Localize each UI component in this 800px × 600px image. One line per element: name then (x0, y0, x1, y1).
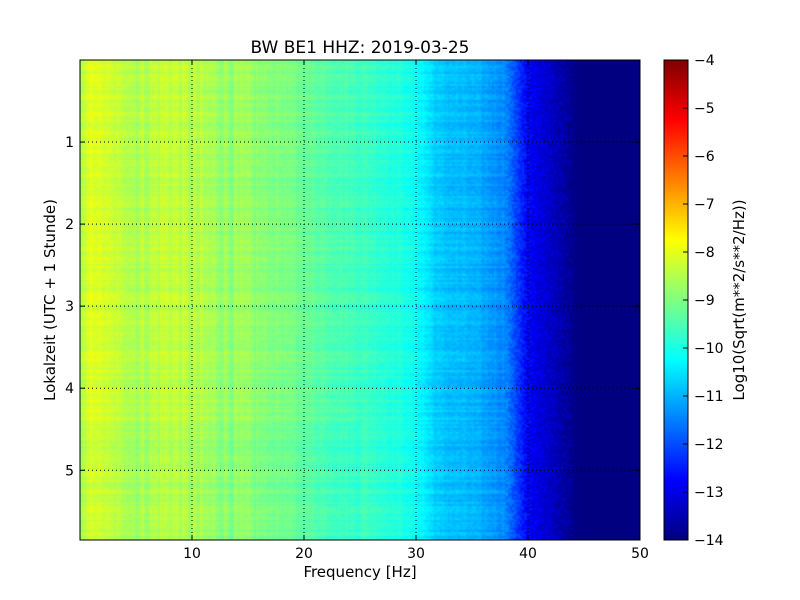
heatmap-raster (80, 60, 640, 540)
colorbar-tick-label: −14 (694, 533, 724, 549)
chart-title: BW BE1 HHZ: 2019-03-25 (250, 38, 469, 58)
x-tick-label: 20 (295, 546, 313, 562)
spectrogram-heatmap (80, 60, 640, 540)
colorbar-tick-label: −13 (694, 485, 724, 501)
plot-frame (79, 59, 641, 541)
colorbar-tick-label: −10 (694, 341, 724, 357)
colorbar-label: Log10(Sqrt(m**2/s**2/Hz)) (730, 199, 748, 400)
colorbar-tick-label: −9 (694, 293, 715, 309)
colorbar: −4 −5 −6 −7 −8 −9 −10 −11 −12 −13 −14 Log10(Sqrt(m… (663, 53, 748, 549)
x-tick-label: 40 (519, 546, 537, 562)
colorbar-tick-label: −7 (694, 197, 715, 213)
colorbar-tick-label: −8 (694, 245, 715, 261)
y-tick-label: 4 (65, 381, 74, 397)
colorbar-ticks: −4 −5 −6 −7 −8 −9 −10 −11 −12 −13 −14 (683, 53, 724, 549)
grid-lines (80, 60, 640, 540)
colorbar-tick-label: −6 (694, 149, 715, 165)
y-tick-label: 5 (65, 463, 74, 479)
y-tick-label: 1 (65, 135, 74, 151)
colorbar-tick-label: −4 (694, 53, 715, 69)
plot-area: 10 20 30 40 50 1 2 3 4 5 (65, 59, 649, 562)
x-tick-label: 10 (183, 546, 201, 562)
y-axis-ticks: 1 2 3 4 5 (65, 135, 640, 479)
x-tick-label: 50 (631, 546, 649, 562)
colorbar-tick-label: −11 (694, 389, 724, 405)
y-tick-label: 3 (65, 299, 74, 315)
y-axis-label: Lokalzeit (UTC + 1 Stunde) (41, 199, 59, 401)
x-tick-label: 30 (407, 546, 425, 562)
x-axis-ticks: 10 20 30 40 50 (183, 60, 649, 562)
y-tick-label: 2 (65, 217, 74, 233)
colorbar-tick-label: −5 (694, 101, 715, 117)
colorbar-tick-label: −12 (694, 437, 724, 453)
x-axis-label: Frequency [Hz] (303, 563, 416, 581)
